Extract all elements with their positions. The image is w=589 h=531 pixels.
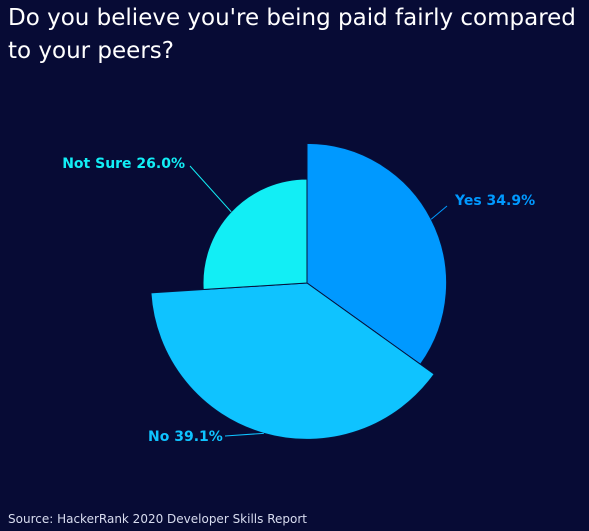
source-note: Source: HackerRank 2020 Developer Skills… — [8, 512, 307, 526]
pie-slice-no — [150, 282, 435, 440]
pie-slices — [150, 142, 448, 440]
label-leader-lines — [189, 165, 448, 437]
leader-line-no — [224, 432, 264, 437]
leader-line-not-sure — [189, 165, 232, 213]
slice-label-no: No 39.1% — [148, 429, 223, 445]
chart-title: Do you believe you're being paid fairly … — [8, 5, 576, 64]
pie-slice-yes — [306, 142, 448, 366]
slice-labels: Yes 34.9% No 39.1% Not Sure 26.0% — [62, 156, 535, 445]
slice-label-yes: Yes 34.9% — [454, 193, 535, 209]
leader-line-yes — [430, 205, 448, 220]
pie-slice-not-sure — [202, 178, 308, 291]
slice-label-not-sure: Not Sure 26.0% — [62, 156, 185, 172]
